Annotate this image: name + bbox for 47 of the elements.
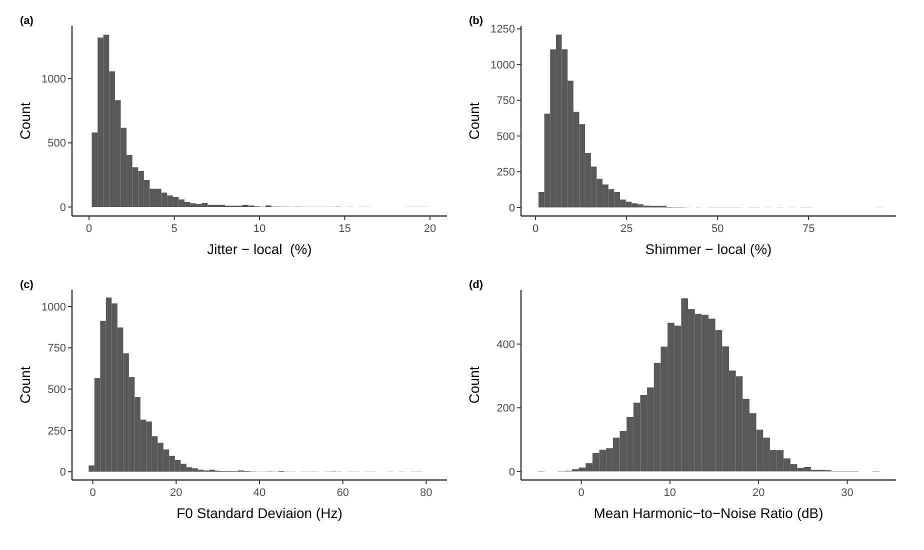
x-tick-label: 30 xyxy=(841,487,854,499)
x-tick-label: 50 xyxy=(711,223,724,235)
x-tick-label: 80 xyxy=(420,487,432,499)
y-tick-label: 750 xyxy=(496,95,515,108)
chart-title: (b) xyxy=(469,15,484,27)
y-tick-label: 250 xyxy=(48,425,66,438)
x-tick-label: 10 xyxy=(253,223,266,235)
x-tick-label: 20 xyxy=(752,487,765,499)
y-tick-label: 500 xyxy=(496,130,515,143)
chart-title: (d) xyxy=(469,279,484,291)
y-tick-label: 1250 xyxy=(490,24,515,36)
y-axis-title: Count xyxy=(17,102,33,140)
y-tick-label: 0 xyxy=(508,466,515,478)
x-axis-title: F0 Standard Deviaion (Hz) xyxy=(176,505,342,521)
y-tick-label: 500 xyxy=(48,138,66,150)
y-tick-label: 1000 xyxy=(490,59,515,72)
y-tick-label: 400 xyxy=(496,338,515,351)
x-tick-label: 0 xyxy=(578,487,584,499)
x-tick-label: 60 xyxy=(336,487,349,499)
y-tick-label: 0 xyxy=(60,202,66,214)
x-tick-label: 40 xyxy=(253,487,266,499)
x-tick-label: 20 xyxy=(424,223,436,235)
x-axis-title: Shimmer − local (%) xyxy=(645,241,772,257)
y-axis-title: Count xyxy=(466,366,482,404)
y-tick-label: 1000 xyxy=(42,73,66,86)
x-tick-label: 0 xyxy=(532,223,539,235)
x-axis-title: Jitter − local (%) xyxy=(207,241,312,257)
y-axis-title: Count xyxy=(17,366,33,404)
x-tick-label: 5 xyxy=(171,223,178,235)
x-tick-label: 10 xyxy=(664,487,676,499)
x-tick-label: 0 xyxy=(90,487,96,499)
x-tick-label: 75 xyxy=(802,223,815,235)
y-tick-label: 250 xyxy=(496,166,515,179)
y-tick-label: 750 xyxy=(48,342,66,355)
x-tick-label: 20 xyxy=(170,487,182,499)
y-tick-label: 0 xyxy=(508,202,515,214)
x-tick-label: 0 xyxy=(86,223,92,235)
chart-title: (a) xyxy=(20,15,34,27)
y-axis-title: Count xyxy=(466,102,482,140)
x-tick-label: 15 xyxy=(338,223,351,235)
chart-title: (c) xyxy=(20,279,34,291)
y-tick-label: 200 xyxy=(496,402,515,415)
x-axis-title: Mean Harmonic−to−Noise Ratio (dB) xyxy=(594,505,824,521)
y-tick-label: 0 xyxy=(60,466,66,479)
y-tick-label: 1000 xyxy=(42,301,66,314)
y-tick-label: 500 xyxy=(48,384,66,396)
x-tick-label: 25 xyxy=(620,223,633,235)
